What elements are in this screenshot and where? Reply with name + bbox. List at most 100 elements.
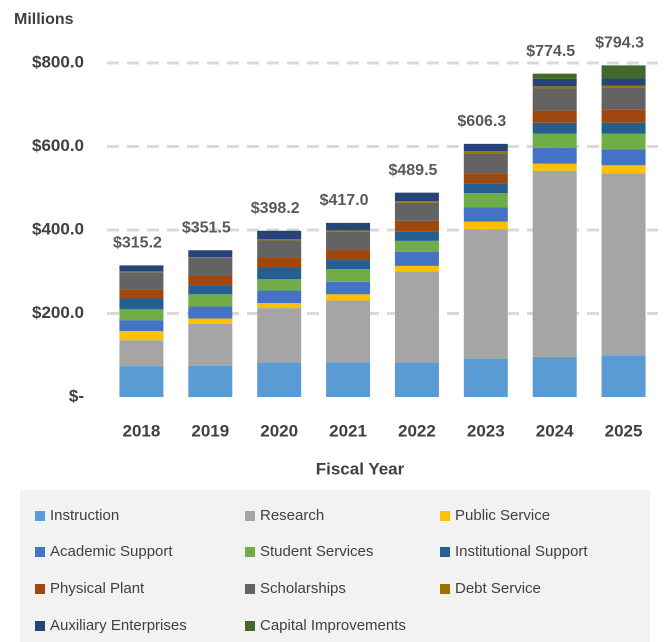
y-tick-label: $- bbox=[69, 386, 84, 405]
x-tick-label: 2024 bbox=[536, 421, 574, 440]
legend-swatch bbox=[35, 584, 45, 594]
bar-segment bbox=[257, 267, 302, 280]
bar-segment bbox=[326, 231, 371, 251]
bar-segment bbox=[188, 285, 233, 295]
y-tick-label: $600.0 bbox=[32, 136, 84, 155]
bar-segment bbox=[394, 265, 439, 272]
legend-swatch bbox=[245, 584, 255, 594]
bar-segment bbox=[326, 230, 371, 232]
bar-segment bbox=[463, 173, 508, 184]
legend-swatch bbox=[440, 547, 450, 557]
legend-swatch bbox=[35, 621, 45, 631]
legend-swatch bbox=[440, 511, 450, 521]
bar-segment bbox=[326, 281, 371, 295]
legend-label: Academic Support bbox=[50, 543, 173, 560]
bar-segment bbox=[326, 362, 371, 397]
bar-segment bbox=[188, 275, 233, 286]
total-label: $315.2 bbox=[113, 235, 162, 252]
bar-segment bbox=[532, 86, 577, 89]
bar-segment bbox=[257, 290, 302, 304]
bar-segment bbox=[257, 308, 302, 363]
bar-segment bbox=[257, 257, 302, 268]
x-tick-label: 2018 bbox=[123, 421, 161, 440]
bar-segment bbox=[463, 193, 508, 208]
bar-segment bbox=[188, 323, 233, 366]
bar-segment bbox=[601, 65, 646, 79]
legend-label: Scholarships bbox=[260, 580, 346, 597]
bar-segment bbox=[119, 366, 164, 397]
bar-segment bbox=[257, 230, 302, 240]
bar-segment bbox=[119, 320, 164, 332]
total-label: $489.5 bbox=[388, 162, 437, 179]
bar-segment bbox=[394, 362, 439, 397]
bar-segment bbox=[326, 222, 371, 231]
legend-label: Research bbox=[260, 507, 324, 524]
total-label: $794.3 bbox=[595, 35, 644, 52]
legend-swatch bbox=[245, 547, 255, 557]
bar-segment bbox=[188, 257, 233, 258]
total-label: $606.3 bbox=[457, 113, 506, 130]
bar-segment bbox=[601, 133, 646, 150]
bar-segment bbox=[119, 271, 164, 273]
bar-segment bbox=[532, 122, 577, 134]
y-tick-label: $400.0 bbox=[32, 219, 84, 238]
bar-segment bbox=[532, 356, 577, 397]
bar-segment bbox=[257, 240, 302, 258]
bar-segment bbox=[188, 257, 233, 276]
bar-segment bbox=[532, 170, 577, 357]
bar-segment bbox=[601, 109, 646, 123]
bar-segment bbox=[463, 151, 508, 154]
bar-segment bbox=[188, 294, 233, 307]
bar-segment bbox=[119, 265, 164, 272]
bar-segment bbox=[188, 306, 233, 319]
bar-segment bbox=[601, 173, 646, 356]
legend-label: Institutional Support bbox=[455, 543, 588, 560]
bar-segment bbox=[257, 303, 302, 309]
bar-segment bbox=[601, 85, 646, 88]
total-label: $417.0 bbox=[320, 192, 369, 209]
bar-segment bbox=[326, 269, 371, 282]
bar-segment bbox=[532, 78, 577, 87]
bar-segment bbox=[257, 239, 302, 241]
bar-segment bbox=[394, 202, 439, 221]
bar-segment bbox=[532, 88, 577, 111]
bar-segment bbox=[394, 240, 439, 252]
bar-segment bbox=[394, 192, 439, 202]
y-tick-label: $200.0 bbox=[32, 303, 84, 322]
legend-label: Debt Service bbox=[455, 580, 541, 597]
bar-segment bbox=[119, 340, 164, 367]
x-tick-label: 2023 bbox=[467, 421, 505, 440]
bar-segment bbox=[532, 110, 577, 123]
bar-segment bbox=[326, 294, 371, 301]
bar-segment bbox=[119, 272, 164, 290]
x-tick-label: 2021 bbox=[329, 421, 367, 440]
legend-label: Instruction bbox=[50, 507, 119, 524]
y-tick-label: $800.0 bbox=[32, 52, 84, 71]
y-axis-label: Millions bbox=[14, 11, 74, 28]
bar-segment bbox=[463, 143, 508, 152]
bar-segment bbox=[394, 201, 439, 203]
x-axis-label: Fiscal Year bbox=[316, 459, 405, 478]
bar-segment bbox=[119, 298, 164, 310]
bar-segment bbox=[463, 153, 508, 174]
bar-segment bbox=[463, 358, 508, 397]
bar-segment bbox=[394, 220, 439, 232]
bar-segment bbox=[257, 279, 302, 291]
x-tick-label: 2025 bbox=[605, 421, 643, 440]
bar-segment bbox=[601, 355, 646, 397]
bar-segment bbox=[326, 260, 371, 270]
legend-swatch bbox=[440, 584, 450, 594]
bar-segment bbox=[463, 229, 508, 359]
bar-segment bbox=[119, 331, 164, 341]
bar-segment bbox=[463, 183, 508, 194]
bar-segment bbox=[601, 87, 646, 110]
bar-segment bbox=[532, 163, 577, 171]
bar-segment bbox=[326, 300, 371, 363]
total-label: $774.5 bbox=[526, 43, 575, 60]
bar-segment bbox=[463, 207, 508, 222]
legend-label: Physical Plant bbox=[50, 580, 145, 597]
legend-label: Student Services bbox=[260, 543, 373, 560]
legend-box bbox=[20, 490, 650, 642]
legend-label: Public Service bbox=[455, 507, 550, 524]
bar-segment bbox=[188, 250, 233, 258]
